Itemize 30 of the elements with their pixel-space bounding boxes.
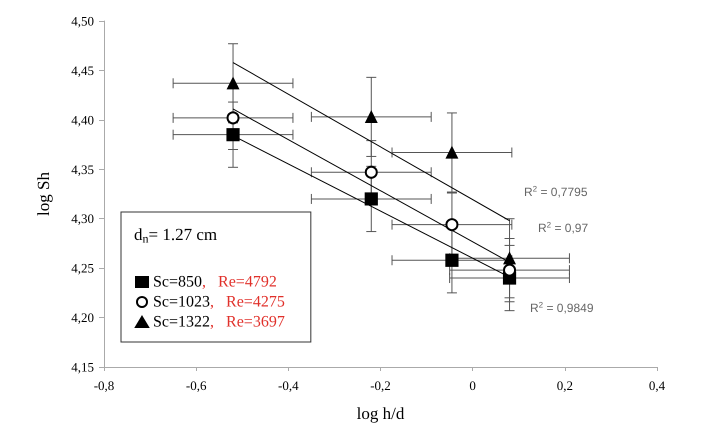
- y-tick-label: 4,15: [71, 360, 94, 374]
- y-tick-label: 4,50: [71, 14, 94, 28]
- y-tick-label: 4,30: [71, 211, 94, 226]
- point: [503, 264, 516, 277]
- x-tick-label: 0: [469, 378, 476, 393]
- x-tick-label: -0,8: [94, 378, 114, 393]
- point: [365, 110, 378, 123]
- point: [364, 166, 378, 179]
- x-axis-title: log h/d: [356, 404, 405, 423]
- legend-label: Sc=1322, Re=3697: [153, 314, 285, 330]
- point: [226, 111, 240, 124]
- y-axis-title: log Sh: [34, 172, 53, 216]
- x-tick-label: 0,4: [648, 378, 666, 393]
- point: [445, 218, 458, 232]
- y-tick-label: 4,45: [71, 62, 94, 78]
- point: [226, 128, 240, 142]
- point: [226, 77, 240, 90]
- y-tick-label: 4,25: [71, 260, 94, 276]
- point: [503, 252, 516, 264]
- legend-label: Sc=850, Re=4792: [153, 274, 277, 290]
- x-tick-label: -0,6: [186, 378, 207, 393]
- y-tick-label: 4,35: [71, 162, 94, 177]
- legend-label: Sc=1023, Re=4275: [153, 294, 285, 310]
- x-tick-label: -0,2: [370, 378, 391, 393]
- point: [446, 146, 458, 159]
- point: [364, 192, 378, 206]
- y-tick-label: 4,40: [71, 112, 94, 128]
- x-tick-label: -0,4: [278, 378, 300, 393]
- y-tick-label: 4,20: [71, 310, 94, 326]
- x-tick-label: 0,2: [556, 378, 573, 393]
